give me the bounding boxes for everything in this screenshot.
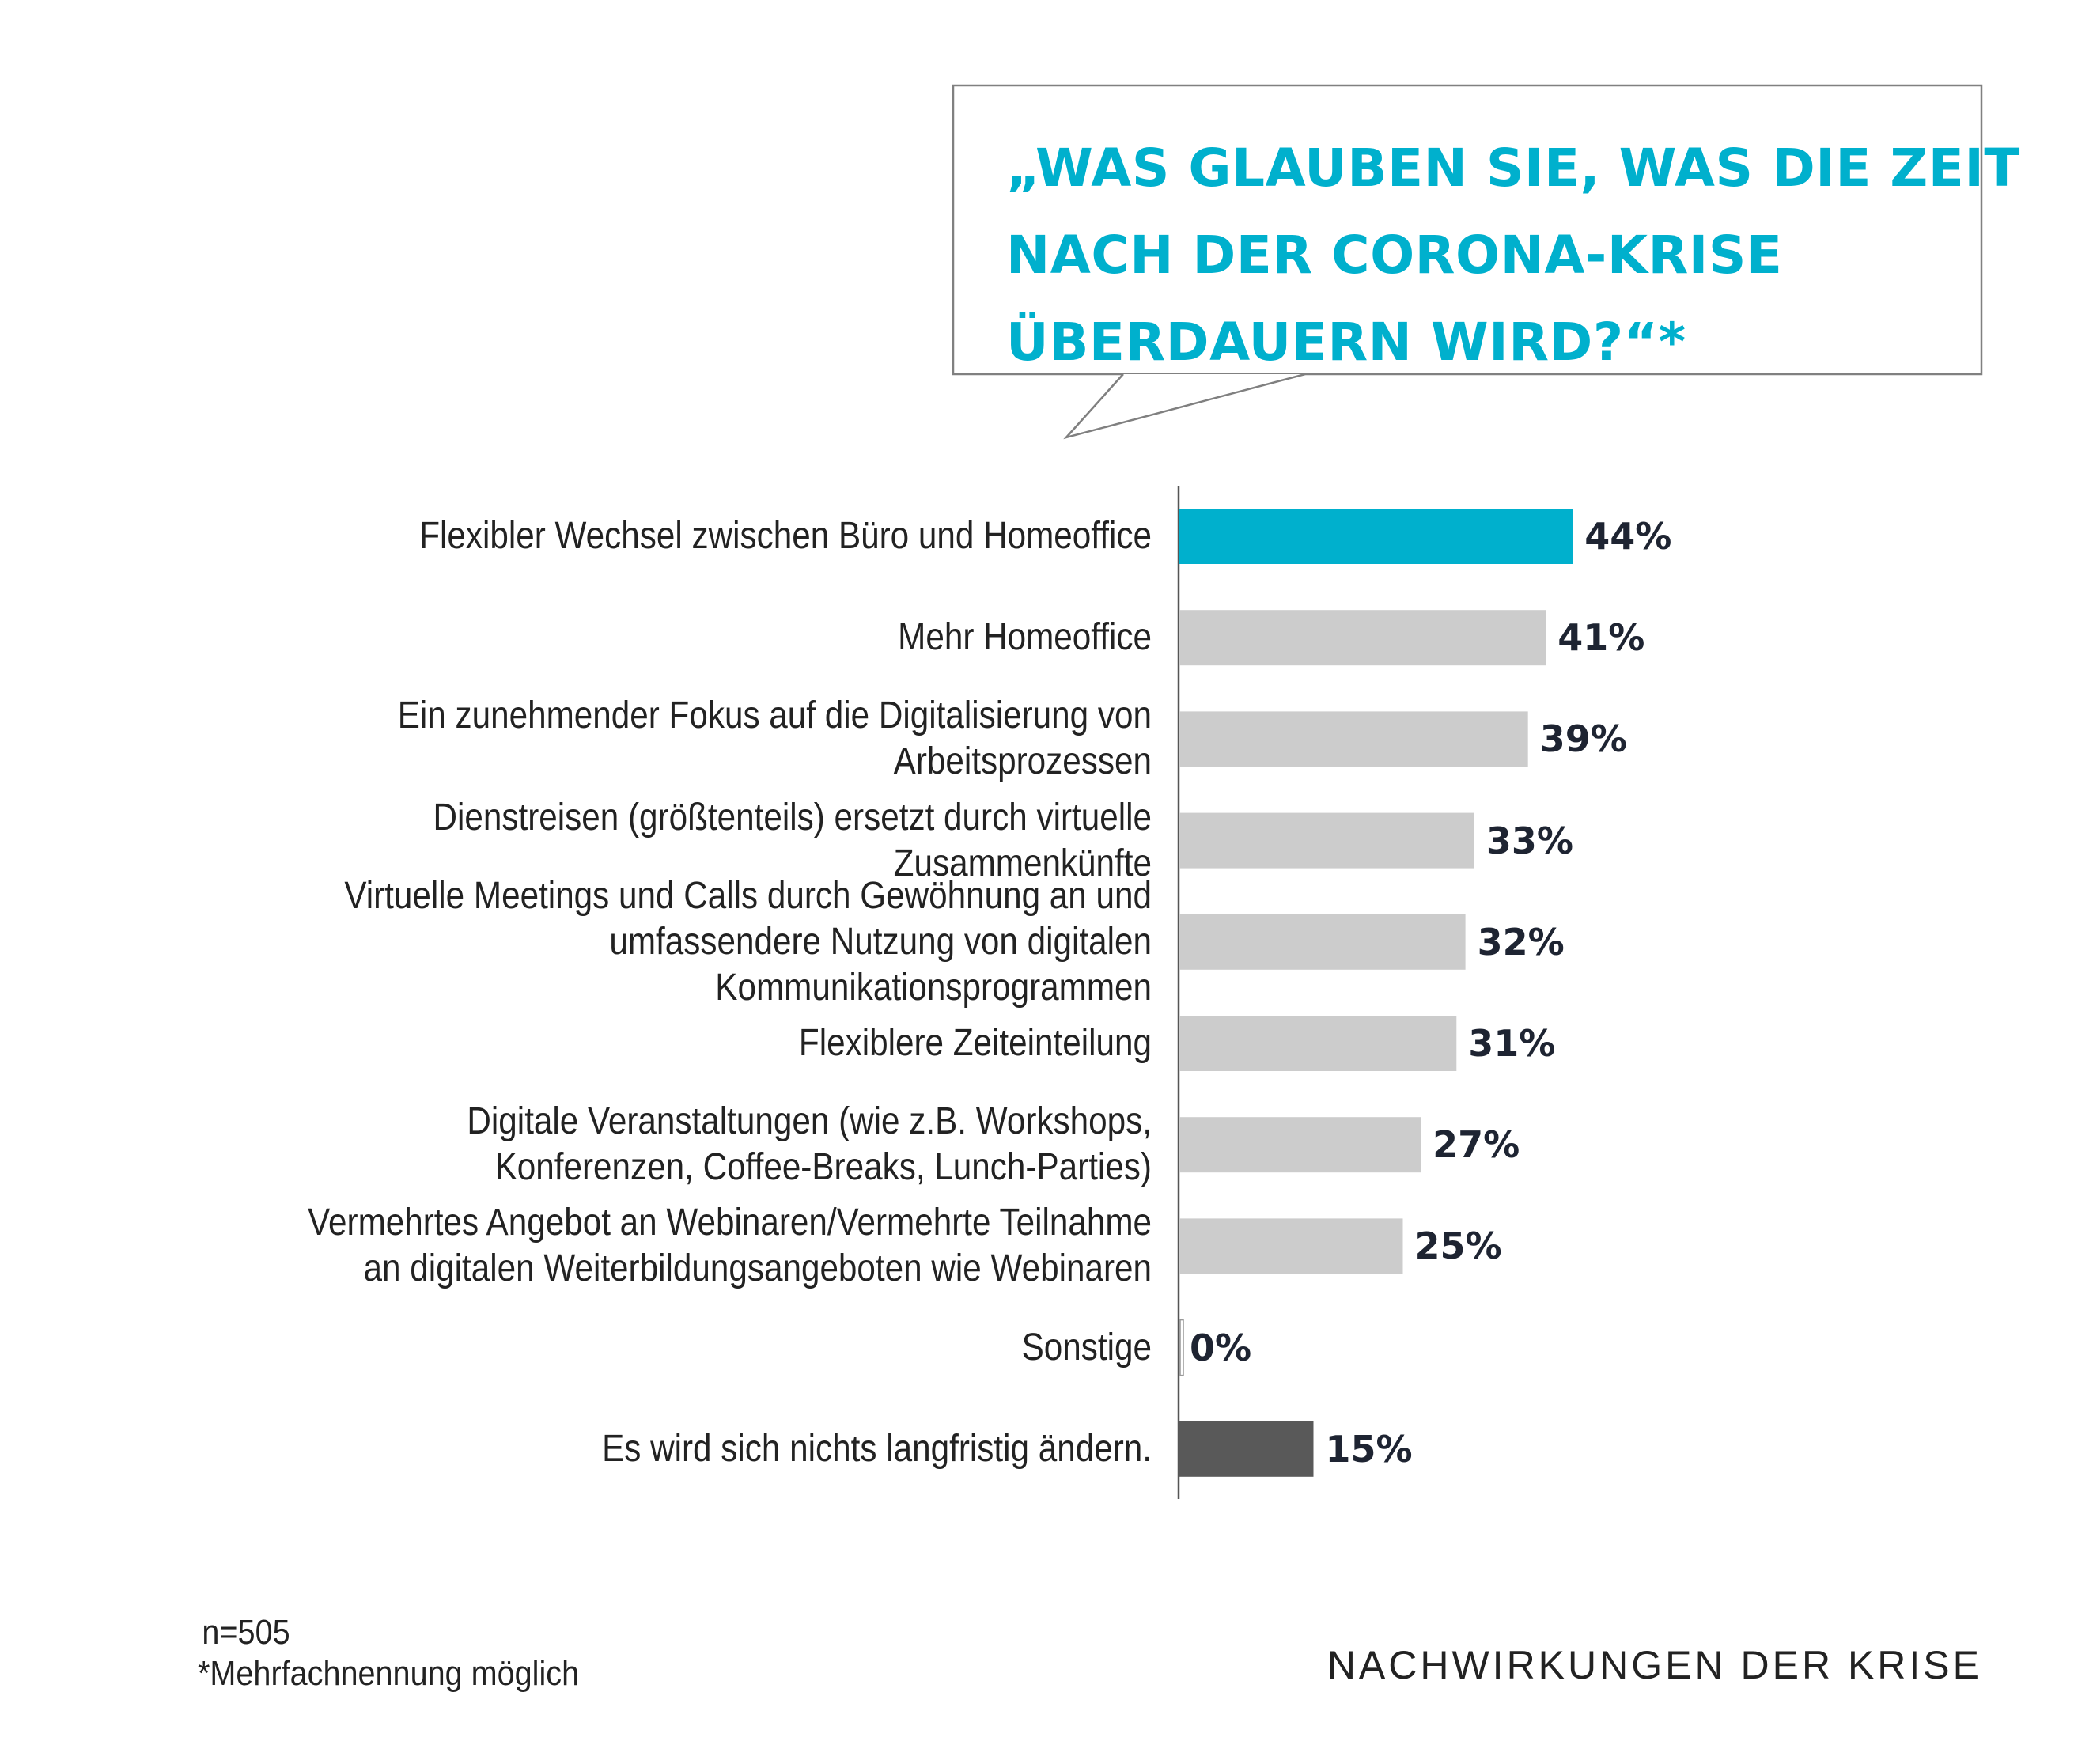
value-label-8: 25% (1414, 1225, 1502, 1268)
footer-title: NACHWIRKUNGEN DER KRISE (1327, 1643, 1982, 1687)
category-label-line: Konferenzen, Coffee-Breaks, Lunch-Partie… (494, 1146, 1152, 1189)
category-label-5: Virtuelle Meetings und Calls durch Gewöh… (247, 873, 1152, 1011)
bar-7 (1179, 1117, 1421, 1173)
bar-5 (1179, 914, 1466, 970)
category-label-1: Flexibler Wechsel zwischen Büro und Home… (247, 513, 1152, 559)
category-label-line: Sonstige (1021, 1326, 1152, 1368)
category-label-line: Dienstreisen (größtenteils) ersetzt durc… (433, 796, 1152, 838)
value-label-4: 33% (1486, 819, 1573, 862)
bar-6 (1179, 1016, 1457, 1071)
category-label-line: Es wird sich nichts langfristig ändern. (602, 1427, 1152, 1470)
bar-10 (1179, 1421, 1314, 1477)
category-label-line: Vermehrtes Angebot an Webinaren/Vermehrt… (308, 1202, 1152, 1244)
value-label-5: 32% (1477, 920, 1565, 963)
category-label-6: Flexiblere Zeiteinteilung (247, 1020, 1152, 1066)
bar-4 (1179, 812, 1474, 869)
bar-3 (1179, 711, 1528, 767)
category-label-line: Virtuelle Meetings und Calls durch Gewöh… (344, 874, 1152, 917)
category-label-line: Mehr Homeoffice (898, 616, 1152, 659)
bar-2 (1179, 610, 1546, 666)
question-line-1: „WAS GLAUBEN SIE, WAS DIE ZEIT (1006, 138, 2020, 199)
speech-bubble-tail (1063, 373, 1306, 440)
category-label-9: Sonstige (247, 1325, 1152, 1371)
value-label-10: 15% (1325, 1427, 1413, 1471)
category-label-4: Dienstreisen (größtenteils) ersetzt durc… (247, 795, 1152, 887)
category-label-line: Kommunikationsprogrammen (715, 966, 1152, 1009)
category-label-7: Digitale Veranstaltungen (wie z.B. Works… (247, 1099, 1152, 1191)
question-line-2: NACH DER CORONA-KRISE (1006, 225, 1783, 286)
question-line-3: ÜBERDAUERN WIRD?“* (1006, 312, 1686, 373)
multiple-answers-note: *Mehrfachnennung möglich (198, 1654, 580, 1693)
value-label-2: 41% (1557, 616, 1645, 660)
bar-1 (1179, 509, 1573, 564)
category-label-line: Flexiblere Zeiteinteilung (798, 1022, 1152, 1064)
category-label-line: Zusammenkünfte (893, 842, 1152, 884)
category-label-line: an digitalen Weiterbildungsangeboten wie… (363, 1247, 1152, 1290)
category-label-line: umfassendere Nutzung von digitalen (609, 920, 1152, 963)
value-label-3: 39% (1539, 717, 1627, 761)
category-label-line: Arbeitsprozessen (893, 740, 1152, 783)
category-label-2: Mehr Homeoffice (247, 615, 1152, 661)
bar-9 (1179, 1319, 1184, 1376)
value-label-1: 44% (1584, 515, 1672, 558)
footnote: n=505 *Mehrfachnennung möglich (198, 1612, 579, 1694)
sample-size: n=505 (202, 1613, 290, 1652)
category-label-3: Ein zunehmender Fokus auf die Digitalisi… (247, 693, 1152, 785)
category-label-10: Es wird sich nichts langfristig ändern. (247, 1426, 1152, 1472)
question-title: „WAS GLAUBEN SIE, WAS DIE ZEIT NACH DER … (1006, 125, 2020, 386)
value-label-7: 27% (1433, 1123, 1520, 1167)
category-label-line: Digitale Veranstaltungen (wie z.B. Works… (467, 1100, 1152, 1143)
bar-8 (1179, 1218, 1403, 1274)
category-label-line: Flexibler Wechsel zwischen Büro und Home… (419, 515, 1152, 557)
value-label-6: 31% (1468, 1022, 1556, 1065)
value-label-9: 0% (1190, 1326, 1252, 1369)
category-label-line: Ein zunehmender Fokus auf die Digitalisi… (397, 695, 1152, 737)
category-label-8: Vermehrtes Angebot an Webinaren/Vermehrt… (247, 1200, 1152, 1292)
